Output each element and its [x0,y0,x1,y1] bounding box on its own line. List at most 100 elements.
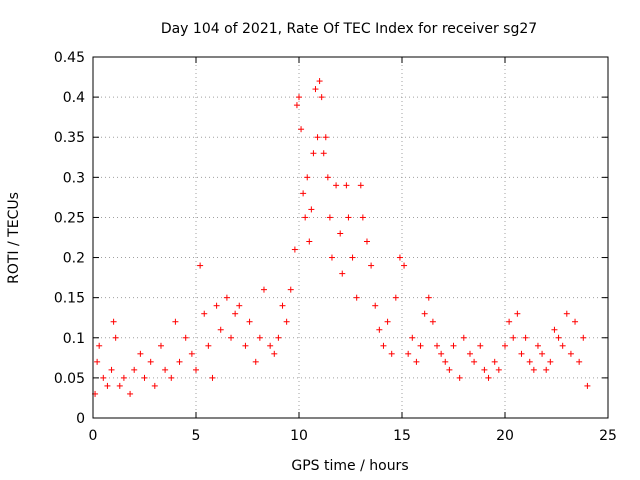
data-point [481,366,488,373]
data-point [293,102,300,109]
axis-ticks: 0 5 10 15 20 25 0 0.05 0.1 0.15 0.2 0.25 0.3 0.35 0.4 0… [54,50,617,444]
data-point [576,358,583,365]
data-point [120,374,127,381]
data-point [526,358,533,365]
data-point [506,318,513,325]
y-axis-label: ROTI / TECUs [6,192,22,284]
data-point [318,94,325,101]
data-point [572,318,579,325]
data-point [349,254,356,261]
data-point [283,318,290,325]
data-point [559,342,566,349]
data-point [555,334,562,341]
data-point [421,310,428,317]
data-point [205,342,212,349]
data-point [359,214,366,221]
data-point [401,262,408,269]
data-point [425,294,432,301]
data-point [279,302,286,309]
data-point [584,382,591,389]
data-point [409,334,416,341]
x-tick-label: 10 [290,428,308,444]
x-tick-label: 25 [599,428,617,444]
data-point [201,310,208,317]
data-point [96,342,103,349]
x-tick-label: 0 [89,428,98,444]
data-point [466,350,473,357]
data-point [236,302,243,309]
data-point [151,382,158,389]
data-point [110,318,117,325]
data-point [337,230,344,237]
data-point [300,190,307,197]
data-point [405,350,412,357]
data-point [328,254,335,261]
data-point [551,326,558,333]
data-point [304,174,311,181]
data-point [176,358,183,365]
data-point [223,294,230,301]
data-point [417,342,424,349]
data-point [534,342,541,349]
data-point [209,374,216,381]
data-point [539,350,546,357]
y-tick-label: 0.1 [63,331,85,347]
data-point [116,382,123,389]
data-point [442,358,449,365]
data-point [127,390,134,397]
data-point [460,334,467,341]
data-point [100,374,107,381]
data-point [310,150,317,157]
data-point [485,374,492,381]
data-point [477,342,484,349]
grid-layer [93,57,608,418]
chart-title: Day 104 of 2021, Rate Of TEC Index for r… [161,21,537,37]
data-point [363,238,370,245]
data-point [308,206,315,213]
data-point [333,182,340,189]
data-point [530,366,537,373]
data-point [547,358,554,365]
data-point [94,358,101,365]
y-tick-label: 0.35 [54,130,85,146]
data-point [256,334,263,341]
data-point [345,214,352,221]
data-point [312,86,319,93]
data-point [112,334,119,341]
data-point [232,310,239,317]
data-point [147,358,154,365]
data-point [543,366,550,373]
data-point [168,374,175,381]
data-point [392,294,399,301]
data-point [388,350,395,357]
data-point [450,342,457,349]
data-point [413,358,420,365]
data-point [567,350,574,357]
data-point [291,246,298,253]
data-point [246,318,253,325]
data-point [314,134,321,141]
x-tick-label: 5 [192,428,201,444]
data-point [563,310,570,317]
y-tick-label: 0.2 [63,251,85,267]
data-point [242,342,249,349]
data-point [438,350,445,357]
data-point [306,238,313,245]
data-point [324,174,331,181]
data-point [471,358,478,365]
data-point [320,150,327,157]
x-axis-label: GPS time / hours [291,458,408,474]
data-point [217,326,224,333]
data-point [518,350,525,357]
data-point [298,126,305,133]
data-point [491,358,498,365]
data-point [252,358,259,365]
data-point [322,134,329,141]
x-tick-label: 20 [496,428,514,444]
data-point [446,366,453,373]
data-point [357,182,364,189]
y-tick-label: 0.05 [54,371,85,387]
data-point [434,342,441,349]
data-point [580,334,587,341]
